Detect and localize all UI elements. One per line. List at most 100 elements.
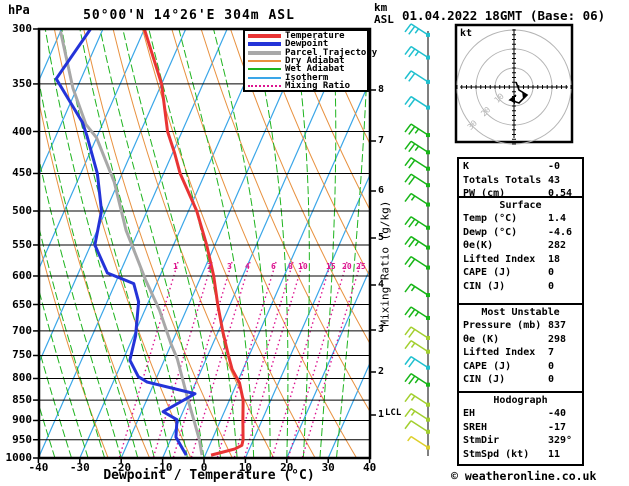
stat-label: CAPE (J) (463, 360, 512, 372)
legend-swatch-thick (248, 34, 281, 39)
stat-value: -0 (548, 161, 561, 172)
stat-row: Lifted Index 18 (463, 253, 578, 267)
pressure-axis-unit: hPa (8, 3, 30, 17)
stat-label: Lifted Index (463, 347, 536, 359)
stat-label: StmDir (463, 435, 500, 447)
pressure-tick-label: 600 (12, 268, 32, 282)
stat-row: K -0 (463, 160, 578, 174)
stat-row: Pressure (mb) 837 (463, 319, 578, 333)
axis-ticks (33, 28, 376, 463)
legend-item: Temperature (248, 32, 367, 41)
stat-value: -17 (548, 421, 567, 433)
stat-row: θe(K) 282 (463, 239, 578, 253)
wind-barb (404, 157, 430, 171)
dewpoint-curve (54, 29, 197, 456)
stat-value: 0 (548, 360, 555, 372)
pressure-gridlines (39, 29, 370, 458)
temp-tick-label: -40 (28, 461, 49, 474)
wind-barb-column (404, 23, 430, 456)
km-tick-label: 4 (378, 279, 385, 290)
altitude-axis-unit: km ASL (374, 1, 394, 26)
legend-swatch-thick (248, 50, 281, 55)
stats-section-title: Hodograph (493, 395, 548, 406)
stats-box-most-unstable: Most Unstable Pressure (mb) 837 θe (K) 298 Li… (457, 303, 584, 393)
mixing-ratio-value: 1 (173, 262, 178, 271)
wind-barb (404, 283, 430, 298)
stat-row: SREH -17 (463, 421, 578, 435)
wind-barb (404, 255, 430, 270)
wind-barb (404, 45, 430, 60)
stat-value: 11 (548, 448, 561, 460)
mixing-ratio-value: 2 (207, 262, 212, 271)
stat-label: CIN (J) (463, 280, 506, 292)
mixing-ratio-value: 15 (326, 262, 336, 271)
legend-item: Mixing Ratio (248, 80, 367, 91)
km-tick-label: 5 (378, 232, 385, 243)
temp-tick-label: -20 (111, 461, 132, 474)
pressure-tick-label: 650 (12, 297, 32, 311)
stat-value: 7 (548, 347, 555, 359)
legend-label: Mixing Ratio (285, 80, 351, 91)
pressure-tick-label: 400 (12, 124, 32, 138)
legend-swatch-thin (248, 68, 281, 71)
stat-label: CIN (J) (463, 374, 506, 386)
legend-item: Isotherm (248, 73, 367, 82)
wind-barb (404, 70, 430, 84)
wind-barb (404, 192, 430, 207)
mixing-ratio-value: 25 (356, 262, 366, 271)
temp-tick-label: 30 (321, 461, 335, 474)
stats-box-surface: Surface Temp (°C) 1.4 Dewp (°C) -4.6 θe(K) 282… (457, 196, 584, 305)
stats-section-title: Surface (499, 200, 542, 211)
legend-label: Wet Adiabat (285, 64, 345, 75)
stat-label: StmSpd (kt) (463, 448, 530, 460)
temp-tick-label: 0 (200, 461, 208, 474)
pressure-tick-label: 700 (12, 323, 32, 337)
legend-label: Dewpoint (285, 39, 329, 50)
pressure-tick-label: 550 (12, 237, 32, 251)
station-title: 50°00'N 14°26'E 304m ASL (83, 8, 295, 23)
stat-label: PW (cm) (463, 188, 506, 200)
stats-box-indices: K -0 Totals Totals 43 PW (cm) 0.54 (457, 157, 584, 200)
stat-label: Temp (°C) (463, 213, 518, 224)
stat-value: 329° (548, 435, 573, 447)
stat-row: CIN (J) 0 (463, 280, 578, 294)
legend-item: Dry Adiabat (248, 56, 367, 67)
stat-row: StmSpd (kt) 11 (463, 448, 578, 462)
legend-swatch-thin (248, 60, 281, 63)
pressure-tick-label: 800 (12, 371, 32, 385)
stat-row: Dewp (°C) -4.6 (463, 226, 578, 240)
legend-item: Wet Adiabat (248, 64, 367, 75)
wind-barb (404, 216, 430, 230)
wind-barb (404, 326, 430, 340)
parcel-trajectory-curve (59, 31, 204, 456)
stat-value: 1.4 (548, 213, 567, 224)
stat-label: Lifted Index (463, 253, 536, 265)
stat-row: Temp (°C) 1.4 (463, 212, 578, 226)
stat-value: -40 (548, 408, 567, 419)
stat-label: Dewp (°C) (463, 226, 518, 238)
wind-barb (404, 140, 430, 155)
wind-barb (404, 173, 430, 188)
hodograph-unit-label: kt (460, 28, 473, 39)
mixing-ratio-lines (118, 261, 362, 458)
stat-label: EH (463, 408, 476, 419)
wind-barb (404, 306, 430, 320)
chart-area (39, 29, 370, 458)
wind-barb (404, 393, 430, 407)
stat-row: StmDir 329° (463, 434, 578, 448)
stat-row: θe (K) 298 (463, 333, 578, 347)
legend-label: Dry Adiabat (285, 56, 345, 67)
wind-barb (404, 420, 430, 434)
temp-tick-label: -10 (152, 461, 173, 474)
pressure-tick-label: 450 (12, 166, 32, 180)
km-tick-label: 7 (378, 135, 385, 146)
mixing-ratio-value: 20 (342, 262, 352, 271)
wind-barb (404, 340, 430, 354)
temp-tick-label: 40 (362, 461, 377, 474)
stat-label: θe (K) (463, 333, 500, 345)
pressure-tick-label: 1000 (5, 451, 33, 464)
stat-row: Totals Totals 43 (463, 174, 578, 188)
stat-value: -4.6 (548, 226, 573, 238)
temperature-axis-label: Dewpoint / Temperature (°C) (103, 468, 315, 483)
